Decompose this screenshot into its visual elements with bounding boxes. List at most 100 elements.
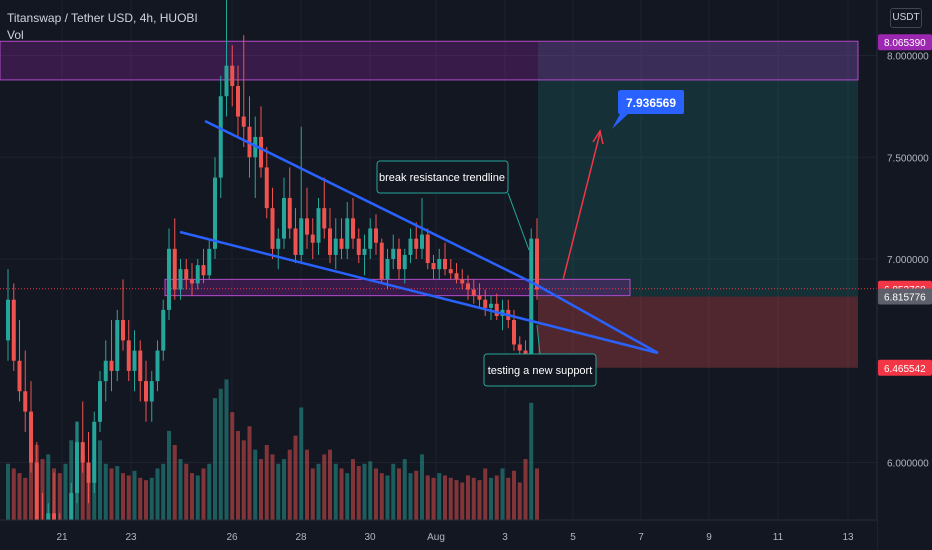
candle-body: [218, 96, 223, 178]
candle-body: [167, 248, 171, 310]
candle-body: [362, 248, 367, 255]
volume-bar: [23, 477, 28, 520]
volume-bar: [172, 445, 177, 520]
volume-bar: [115, 466, 120, 520]
candle-body: [75, 442, 79, 494]
candle-body: [29, 411, 33, 463]
volume-bar: [230, 412, 235, 520]
price-tick-label: 7.500000: [887, 153, 929, 164]
volume-bar: [443, 475, 447, 520]
annotation-text-support: testing a new support: [488, 365, 593, 377]
volume-bar: [293, 435, 298, 520]
candle-body: [132, 350, 137, 371]
candle-body: [86, 462, 91, 483]
candle-body: [529, 238, 534, 357]
volume-bar: [448, 477, 453, 520]
volume-bar: [494, 475, 499, 520]
candle-body: [345, 218, 350, 249]
volume-bar: [178, 459, 183, 520]
volume-bar: [500, 468, 505, 520]
volume-bar: [241, 440, 246, 520]
volume-bar: [218, 388, 223, 520]
candle-body: [356, 238, 361, 255]
volume-bar: [310, 468, 315, 520]
volume-bar: [517, 482, 522, 520]
volume-bar: [333, 463, 338, 520]
target-callout-label: 7.936569: [626, 96, 676, 110]
target-arrow: [562, 132, 601, 281]
volume-bar: [80, 454, 85, 520]
volume-bar: [121, 473, 125, 520]
candle-body: [224, 65, 229, 97]
candle-body: [17, 360, 22, 392]
volume-bar: [98, 440, 102, 520]
time-tick-label: 30: [364, 532, 376, 543]
candle-body: [448, 269, 453, 274]
candle-body: [287, 197, 292, 229]
candle-body: [195, 265, 200, 284]
volume-bar: [247, 426, 252, 520]
currency-button[interactable]: USDT: [890, 8, 922, 28]
volume-bar: [512, 470, 516, 520]
candle-body: [115, 320, 120, 371]
candle-body: [305, 218, 309, 235]
symbol-title: Titanswap / Tether USD, 4h, HUOBI: [7, 11, 198, 25]
volume-bar: [535, 468, 539, 520]
volume-bar: [414, 470, 419, 520]
price-label-text: 8.065390: [884, 38, 926, 49]
candle-body: [23, 391, 28, 412]
candle-body: [402, 254, 407, 270]
resistance-trendline: [204, 119, 534, 285]
volume-bar: [437, 473, 442, 520]
candle-body: [408, 238, 413, 255]
volume-bar: [397, 468, 401, 520]
volume-bar: [17, 473, 22, 520]
price-tick-label: 6.000000: [887, 459, 929, 470]
volume-bar: [362, 463, 367, 520]
volume-bar: [132, 470, 137, 520]
candle-body: [339, 238, 344, 249]
time-tick-label: 9: [706, 532, 712, 543]
candle-body: [483, 299, 488, 308]
volume-bar: [385, 475, 390, 520]
price-label-badge: [878, 288, 932, 305]
volume-bar: [29, 449, 33, 520]
volume-bar: [46, 454, 51, 520]
volume-bar: [149, 477, 154, 520]
candle-body: [109, 360, 114, 371]
volume-bar: [103, 463, 108, 520]
candle-body: [241, 116, 246, 127]
candle-body: [328, 228, 332, 255]
candle-body: [471, 289, 476, 296]
annotation-box-resistance: [376, 160, 509, 194]
volume-bar: [345, 473, 350, 520]
candle-body: [264, 167, 269, 209]
volume-bar: [40, 459, 45, 520]
volume-bar: [167, 430, 171, 520]
volume-bar: [282, 459, 286, 520]
time-tick-label: 7: [638, 532, 644, 543]
target-callout: [612, 90, 684, 129]
volume-bar: [184, 463, 189, 520]
volume-bar: [190, 473, 194, 520]
price-label-badge: [878, 359, 932, 376]
volume-bar: [144, 480, 148, 520]
candle-body: [535, 238, 539, 290]
volume-bar: [109, 468, 114, 520]
annotation-text-resistance: break resistance trendline: [379, 172, 505, 184]
time-tick-label: 28: [295, 532, 307, 543]
candle-body: [351, 218, 355, 239]
volume-bar: [351, 459, 355, 520]
volume-bar: [236, 430, 240, 520]
candle-body: [201, 265, 206, 276]
candle-body: [293, 228, 298, 255]
volume-bar: [126, 475, 131, 520]
volume-bar: [391, 463, 396, 520]
candle-body: [443, 259, 447, 270]
volume-bar: [529, 402, 534, 520]
volume-bar: [11, 468, 16, 520]
volume-bar: [466, 475, 470, 520]
volume-bar: [316, 463, 321, 520]
candle-body: [207, 248, 212, 276]
